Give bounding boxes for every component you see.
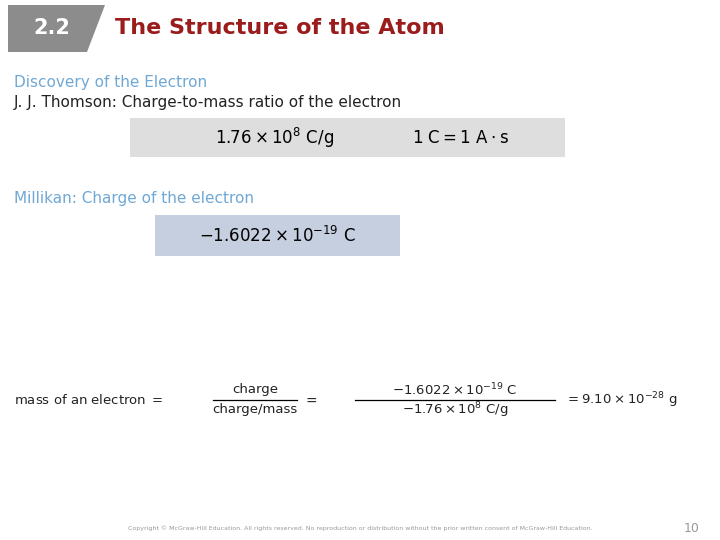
Text: charge/mass: charge/mass xyxy=(212,403,297,416)
Text: Millikan: Charge of the electron: Millikan: Charge of the electron xyxy=(14,191,254,206)
Text: Copyright © McGraw-Hill Education. All rights reserved. No reproduction or distr: Copyright © McGraw-Hill Education. All r… xyxy=(127,525,593,531)
Text: $1.76 \times 10^{8}\ \mathrm{C/g}$: $1.76 \times 10^{8}\ \mathrm{C/g}$ xyxy=(215,126,335,150)
Text: $1\ \mathrm{C} = 1\ \mathrm{A} \cdot \mathrm{s}$: $1\ \mathrm{C} = 1\ \mathrm{A} \cdot \ma… xyxy=(412,129,508,147)
Polygon shape xyxy=(8,5,105,52)
Text: Discovery of the Electron: Discovery of the Electron xyxy=(14,75,207,90)
Text: J. J. Thomson: Charge-to-mass ratio of the electron: J. J. Thomson: Charge-to-mass ratio of t… xyxy=(14,96,402,111)
FancyBboxPatch shape xyxy=(155,215,400,256)
FancyBboxPatch shape xyxy=(130,118,565,157)
Text: $-1.76 \times 10^{8}\ \mathrm{C/g}$: $-1.76 \times 10^{8}\ \mathrm{C/g}$ xyxy=(402,400,508,420)
Text: charge: charge xyxy=(232,383,278,396)
Text: 10: 10 xyxy=(684,522,700,535)
Text: $= 9.10 \times 10^{-28}\ \mathrm{g}$: $= 9.10 \times 10^{-28}\ \mathrm{g}$ xyxy=(565,390,678,410)
Text: 2.2: 2.2 xyxy=(34,18,71,38)
Text: The Structure of the Atom: The Structure of the Atom xyxy=(115,18,445,38)
Text: $-1.6022 \times 10^{-19}\ \mathrm{C}$: $-1.6022 \times 10^{-19}\ \mathrm{C}$ xyxy=(199,226,356,246)
Text: $=$: $=$ xyxy=(302,393,318,407)
Text: $-1.6022 \times 10^{-19}\ \mathrm{C}$: $-1.6022 \times 10^{-19}\ \mathrm{C}$ xyxy=(392,382,518,399)
Text: mass of an electron $=$: mass of an electron $=$ xyxy=(14,393,163,407)
